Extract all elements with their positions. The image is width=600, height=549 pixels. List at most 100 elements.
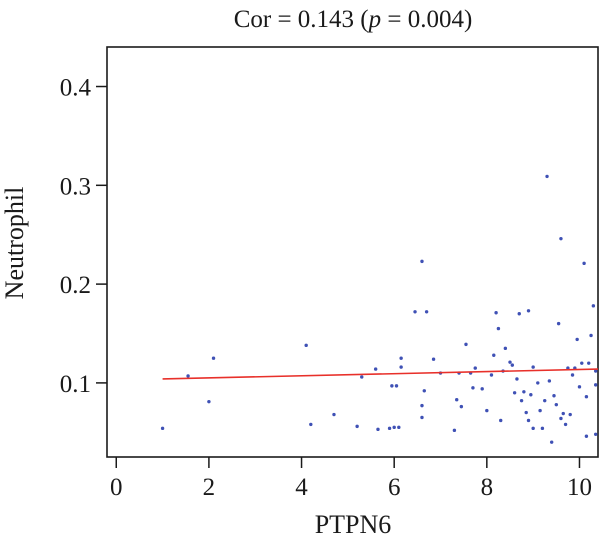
data-point xyxy=(526,309,531,313)
data-point xyxy=(360,375,364,379)
data-point xyxy=(524,410,528,415)
data-point xyxy=(508,360,512,364)
data-point xyxy=(387,426,392,431)
data-point xyxy=(591,304,596,308)
data-point xyxy=(575,337,579,342)
data-point xyxy=(424,310,429,314)
data-point xyxy=(186,374,190,378)
data-points xyxy=(160,174,598,444)
data-point xyxy=(538,408,542,413)
data-point xyxy=(211,356,216,360)
y-tick-label: 0.3 xyxy=(60,173,91,200)
data-point xyxy=(584,395,589,399)
data-point xyxy=(392,425,396,430)
data-point xyxy=(496,326,501,331)
data-point xyxy=(568,412,572,417)
data-point xyxy=(492,353,496,357)
data-point xyxy=(420,403,424,408)
x-tick-label: 10 xyxy=(567,474,592,501)
data-point xyxy=(420,259,424,264)
data-point xyxy=(536,381,540,385)
data-point xyxy=(503,346,508,351)
data-point xyxy=(480,387,484,391)
data-point xyxy=(543,398,547,403)
x-axis-label: PTPN6 xyxy=(315,510,392,539)
data-point xyxy=(459,404,464,409)
data-point xyxy=(420,415,424,420)
x-axis: 0 2 4 6 8 10 xyxy=(110,457,592,501)
data-point xyxy=(529,393,533,397)
data-point xyxy=(510,363,515,367)
regression-line xyxy=(162,368,599,380)
data-point xyxy=(422,389,426,393)
data-point xyxy=(593,369,598,373)
x-tick-label: 8 xyxy=(481,474,494,501)
data-point xyxy=(547,379,552,383)
data-point xyxy=(561,411,565,416)
x-tick-label: 6 xyxy=(388,474,401,501)
data-point xyxy=(531,426,535,431)
data-point xyxy=(584,434,589,438)
data-point xyxy=(593,432,598,436)
data-point xyxy=(589,333,593,338)
data-point xyxy=(431,357,436,361)
y-axis-label: Neutrophil xyxy=(0,187,29,300)
x-tick-label: 4 xyxy=(295,474,308,501)
data-point xyxy=(545,174,549,179)
data-point xyxy=(582,261,586,266)
data-point xyxy=(515,377,519,381)
data-point xyxy=(577,385,582,389)
chart-title-prefix: Cor = 0.143 ( xyxy=(234,6,369,33)
x-tick-label: 0 xyxy=(110,474,123,501)
data-point xyxy=(309,422,313,427)
data-point xyxy=(394,384,399,388)
data-point xyxy=(580,361,584,365)
data-point xyxy=(499,418,503,423)
data-point xyxy=(452,428,457,433)
data-point xyxy=(593,383,598,387)
plot-area-border xyxy=(106,46,599,458)
data-point xyxy=(373,367,378,371)
data-point xyxy=(519,398,524,403)
y-tick-label: 0.1 xyxy=(60,371,91,398)
data-point xyxy=(304,343,308,348)
data-point xyxy=(540,426,545,431)
data-point xyxy=(563,422,568,427)
data-point xyxy=(399,365,403,369)
x-tick-label: 2 xyxy=(203,474,216,501)
data-point xyxy=(587,361,591,365)
data-point xyxy=(552,394,556,398)
data-point xyxy=(522,390,526,394)
data-point xyxy=(556,321,561,326)
data-point xyxy=(570,373,575,377)
data-point xyxy=(549,440,554,444)
data-point xyxy=(559,416,563,421)
data-point xyxy=(485,408,489,413)
y-axis: 0.1 0.2 0.3 0.4 xyxy=(60,75,107,398)
data-point xyxy=(554,402,559,407)
data-point xyxy=(376,427,380,432)
data-point xyxy=(355,424,359,429)
data-point xyxy=(455,397,459,402)
data-point xyxy=(399,356,403,360)
data-point xyxy=(471,386,475,390)
data-point xyxy=(332,412,336,417)
data-point xyxy=(397,425,401,430)
chart-title-p-symbol: p xyxy=(367,6,382,33)
data-point xyxy=(473,366,477,370)
data-point xyxy=(512,391,517,395)
data-point xyxy=(517,312,521,316)
data-point xyxy=(494,311,498,315)
chart-title: Cor = 0.143 (p = 0.004) xyxy=(234,6,473,33)
data-point xyxy=(526,418,531,423)
data-point xyxy=(390,384,394,388)
data-point xyxy=(566,366,570,370)
data-point xyxy=(559,236,563,241)
data-point xyxy=(207,399,211,404)
data-point xyxy=(464,342,468,347)
data-point xyxy=(160,426,165,431)
y-tick-label: 0.4 xyxy=(60,75,92,102)
chart-title-suffix: = 0.004) xyxy=(381,6,472,33)
data-point xyxy=(489,373,494,377)
